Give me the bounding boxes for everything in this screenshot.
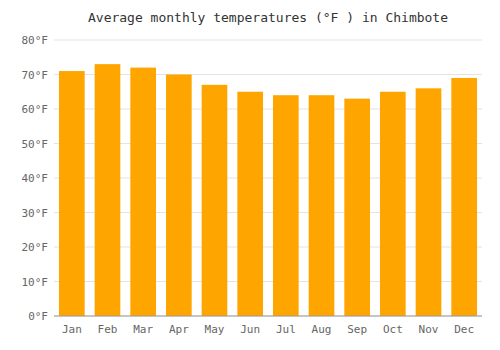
x-axis: Jan Feb Mar Apr May Jun Jul Aug Sep Oct Nov Dec: [54, 316, 482, 336]
y-tick-label: 60°F: [22, 103, 49, 116]
bar: [309, 95, 335, 316]
y-tick-label: 30°F: [22, 207, 49, 220]
x-tick-label: Mar: [133, 323, 153, 336]
y-tick-label: 20°F: [22, 241, 49, 254]
chart-container: Average monthly temperatures (°F ) in Ch…: [0, 0, 500, 350]
x-tick-label: Jan: [62, 323, 82, 336]
x-tick-label: Oct: [383, 323, 403, 336]
y-tick-label: 80°F: [22, 34, 49, 47]
title: Average monthly temperatures (°F ) in Ch…: [88, 10, 448, 25]
bars: [59, 64, 477, 316]
y-tick-label: 50°F: [22, 138, 49, 151]
bar: [451, 78, 477, 316]
x-tick-label: Feb: [98, 323, 118, 336]
chart: Average monthly temperatures (°F ) in Ch…: [0, 0, 500, 350]
y-tick-label: 70°F: [22, 69, 49, 82]
grid-line: [54, 316, 482, 317]
x-tick-label: May: [205, 323, 225, 336]
x-tick-label: Sep: [347, 323, 367, 336]
x-axis-line: [54, 316, 482, 317]
bar: [202, 85, 228, 316]
bar: [59, 71, 85, 316]
x-tick-label: Jun: [240, 323, 260, 336]
y-tick-label: 10°F: [22, 276, 49, 289]
x-tick-label: Jul: [276, 323, 296, 336]
bar: [273, 95, 299, 316]
y-tick-label: 40°F: [22, 172, 49, 185]
x-tick-label: Apr: [169, 323, 189, 336]
y-axis: 0°F 10°F 20°F 30°F 40°F 50°F 60°F 70°F 80°F: [22, 34, 49, 323]
bar: [380, 92, 406, 316]
x-tick-label: Aug: [312, 323, 332, 336]
bar: [130, 68, 156, 316]
bar: [416, 88, 442, 316]
x-tick-label: Dec: [454, 323, 474, 336]
y-tick-label: 0°F: [28, 310, 48, 323]
bar: [166, 75, 192, 317]
bar: [344, 99, 370, 316]
x-tick-label: Nov: [419, 323, 439, 336]
bar: [237, 92, 263, 316]
grid: [54, 40, 482, 316]
grid-line: [54, 40, 482, 41]
bar: [95, 64, 121, 316]
